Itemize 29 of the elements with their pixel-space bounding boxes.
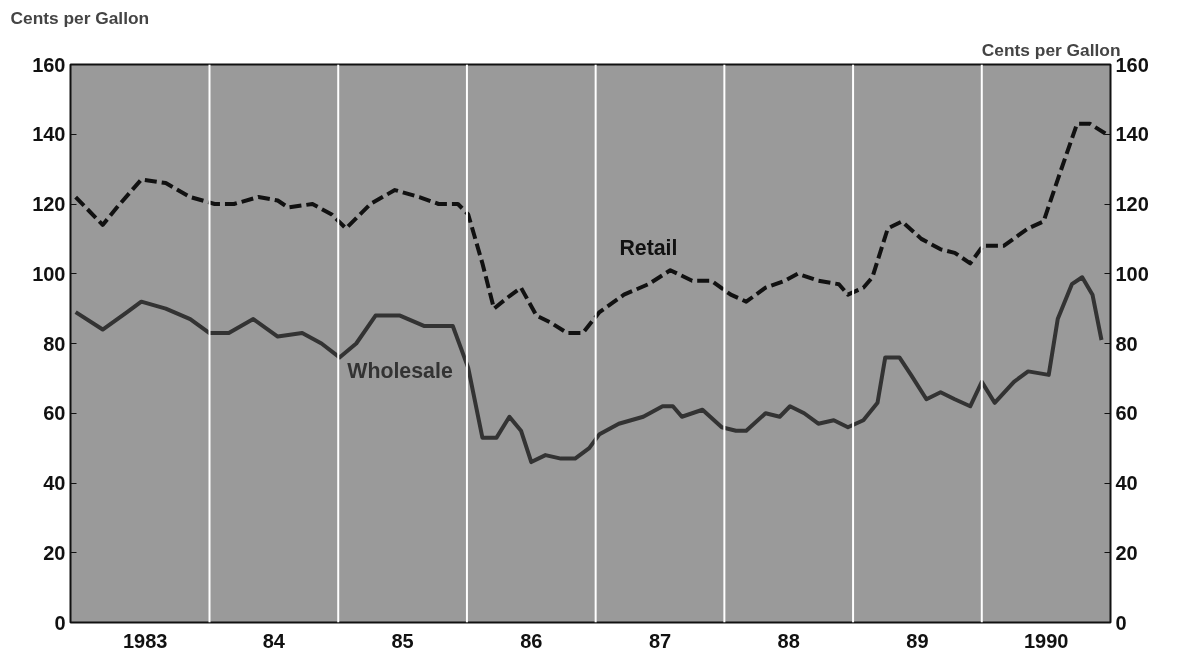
y-tick-label: 0 [54,611,66,634]
x-tick-label: 85 [391,629,414,652]
y2-tick-label: 120 [1115,193,1149,215]
y-tick-label: 140 [32,123,66,146]
x-tick-label: 1983 [122,629,168,652]
y-tick-label: 120 [32,193,66,215]
y2-tick-label: 60 [1115,402,1138,425]
y-tick-label: 20 [43,541,66,564]
series-label: Retail [619,236,678,261]
y-tick-label: 80 [43,332,66,355]
y2-tick-label: 100 [1115,262,1149,285]
line-series [73,275,1104,465]
x-tick-label: 1990 [1023,629,1069,652]
x-tick-label: 88 [777,629,800,652]
y-tick-label: 40 [43,472,66,494]
y2-tick-label: 0 [1115,611,1127,634]
y-tick-label: 60 [43,402,66,425]
y-axis-title: Cents per Gallon [10,7,150,28]
y2-tick-label: 140 [1115,123,1149,146]
x-tick-label: 86 [520,629,543,652]
x-tick-label: 89 [906,629,929,652]
y-tick-label: 100 [32,262,66,285]
x-tick-label: 84 [262,629,286,652]
series-label: Wholesale [347,358,453,383]
y-tick-label: 160 [32,53,66,76]
y2-tick-label: 40 [1115,472,1138,494]
y2-tick-label: 20 [1115,541,1138,564]
x-tick-label: 87 [648,629,672,652]
y2-tick-label: 80 [1115,332,1138,355]
